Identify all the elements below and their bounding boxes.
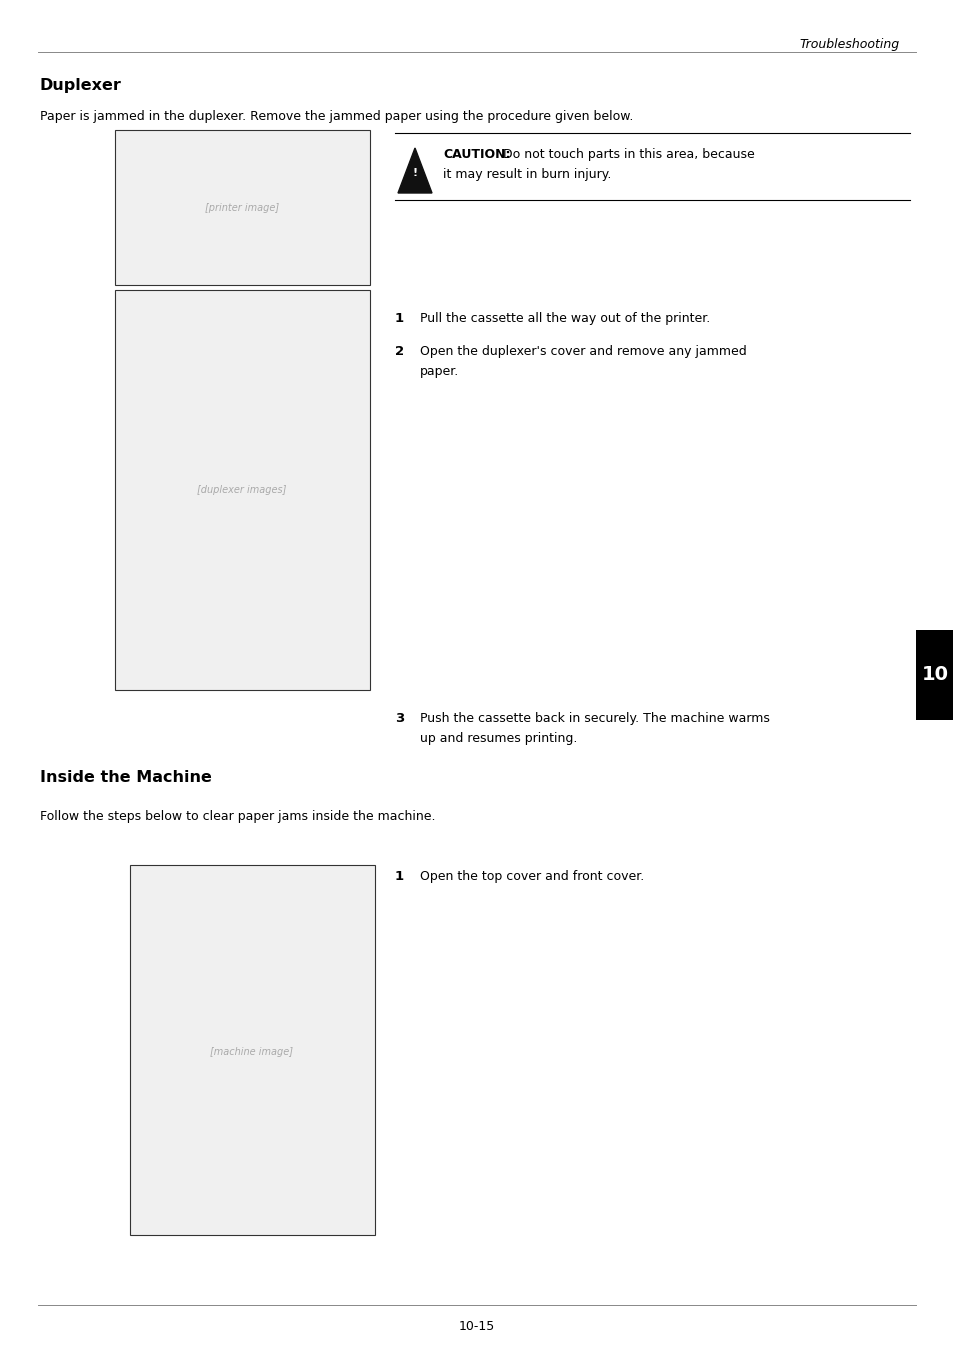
Text: 1: 1: [395, 312, 404, 325]
Text: Troubleshooting: Troubleshooting: [799, 38, 899, 51]
Text: Paper is jammed in the duplexer. Remove the jammed paper using the procedure giv: Paper is jammed in the duplexer. Remove …: [40, 109, 633, 123]
Text: [printer image]: [printer image]: [205, 202, 279, 213]
Text: CAUTION:: CAUTION:: [442, 148, 510, 161]
Text: 1: 1: [395, 869, 404, 883]
Text: Do not touch parts in this area, because: Do not touch parts in this area, because: [498, 148, 754, 161]
Bar: [915, 630, 953, 720]
Text: Duplexer: Duplexer: [40, 78, 122, 93]
Bar: [130, 865, 375, 1235]
Polygon shape: [397, 148, 432, 193]
Text: [machine image]: [machine image]: [211, 1048, 294, 1057]
Text: Follow the steps below to clear paper jams inside the machine.: Follow the steps below to clear paper ja…: [40, 810, 435, 824]
Text: 10: 10: [921, 666, 947, 684]
Text: !: !: [412, 169, 417, 178]
Text: Open the duplexer's cover and remove any jammed: Open the duplexer's cover and remove any…: [419, 346, 746, 358]
Text: paper.: paper.: [419, 364, 458, 378]
Text: up and resumes printing.: up and resumes printing.: [419, 732, 577, 745]
Bar: [115, 130, 370, 285]
Text: 3: 3: [395, 711, 404, 725]
Text: [duplexer images]: [duplexer images]: [197, 485, 287, 495]
Text: Inside the Machine: Inside the Machine: [40, 769, 212, 784]
Text: 10-15: 10-15: [458, 1320, 495, 1332]
Text: it may result in burn injury.: it may result in burn injury.: [442, 167, 611, 181]
Text: Push the cassette back in securely. The machine warms: Push the cassette back in securely. The …: [419, 711, 769, 725]
Text: 2: 2: [395, 346, 404, 358]
Text: Open the top cover and front cover.: Open the top cover and front cover.: [419, 869, 643, 883]
Bar: [115, 290, 370, 690]
Text: Pull the cassette all the way out of the printer.: Pull the cassette all the way out of the…: [419, 312, 709, 325]
